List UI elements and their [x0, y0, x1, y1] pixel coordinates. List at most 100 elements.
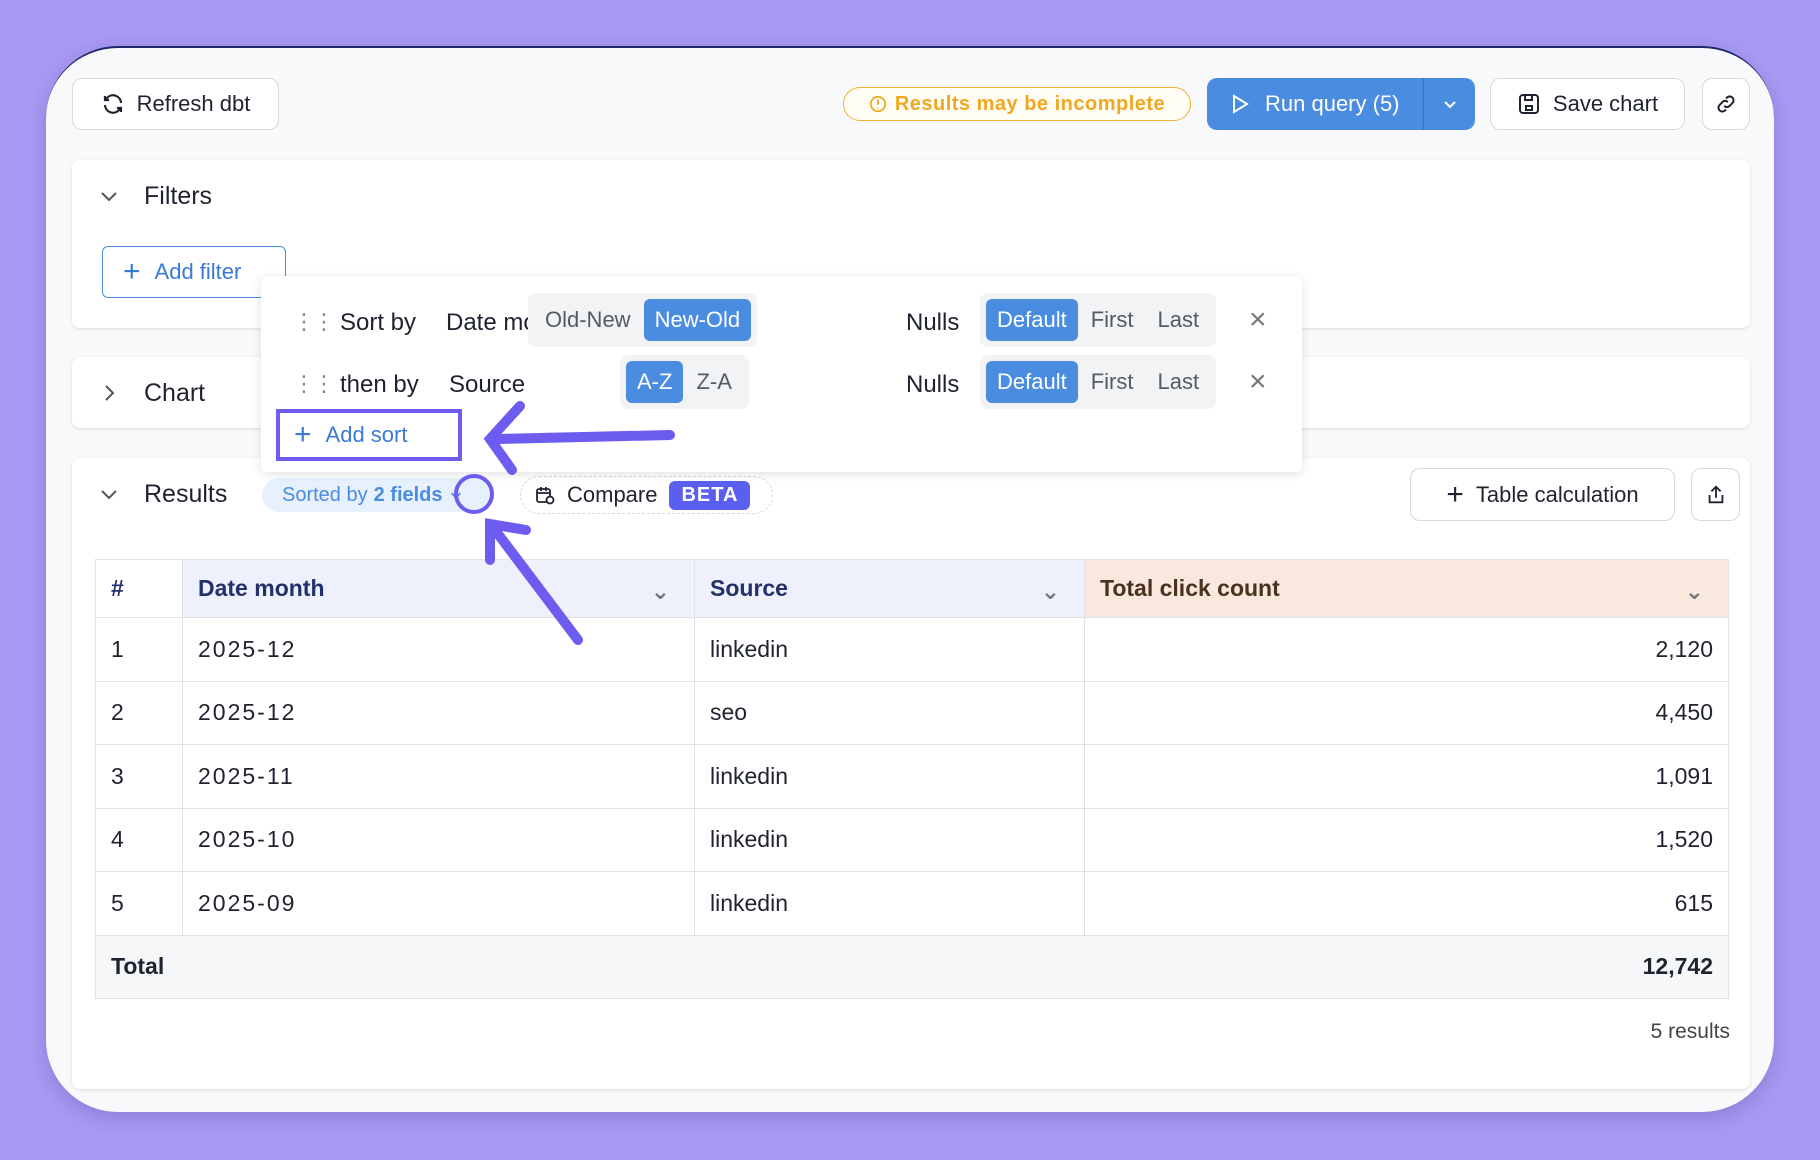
- table-cell: 4,450: [1084, 680, 1729, 745]
- refresh-label: Refresh dbt: [136, 91, 251, 116]
- table-cell: 2025-12: [182, 680, 695, 745]
- highlight-circle: [454, 474, 494, 514]
- column-header-total-click-count[interactable]: Total click count ⌄: [1084, 559, 1729, 618]
- table-row: 5 2025-09 linkedin 615: [95, 871, 1729, 936]
- nulls-option[interactable]: Last: [1157, 369, 1200, 394]
- plus-icon: +: [123, 255, 141, 288]
- chevron-down-icon[interactable]: [98, 483, 120, 505]
- add-sort-button[interactable]: + Add sort: [276, 409, 462, 461]
- alert-circle-icon: [869, 95, 886, 113]
- share-link-button[interactable]: [1702, 78, 1750, 130]
- sort-rule-row: ⋮⋮ then by Source A-Z Z-A Nulls Default Fir…: [261, 355, 1302, 415]
- nulls-option[interactable]: First: [1090, 307, 1134, 332]
- nulls-option[interactable]: First: [1090, 369, 1134, 394]
- table-cell: 2025-12: [182, 617, 695, 682]
- table-cell: 2,120: [1084, 617, 1729, 682]
- add-sort-label: Add sort: [325, 422, 408, 447]
- sort-prefix: Sort by: [340, 309, 417, 336]
- play-icon: [1233, 94, 1249, 114]
- nulls-toggle: Default First Last: [980, 293, 1217, 347]
- chevron-down-icon[interactable]: [98, 185, 120, 207]
- table-calculation-button[interactable]: + Table calculation: [1410, 468, 1675, 521]
- sorted-count: 2 fields: [373, 483, 443, 506]
- table-row: 2 2025-12 seo 4,450: [95, 680, 1729, 745]
- chevron-down-icon[interactable]: ⌄: [1684, 578, 1704, 604]
- sort-popover: ⋮⋮ Sort by Date month Old-New New-Old Null…: [261, 276, 1302, 472]
- save-chart-label: Save chart: [1552, 91, 1659, 116]
- table-cell: linkedin: [694, 807, 1085, 872]
- chevron-down-icon[interactable]: ⌄: [1040, 578, 1060, 604]
- results-incomplete-warning: Results may be incomplete: [843, 87, 1191, 121]
- column-label: Source: [710, 575, 788, 601]
- results-title: Results: [144, 480, 228, 508]
- total-value: 12,742: [1084, 934, 1729, 999]
- nulls-option[interactable]: Default: [986, 361, 1078, 403]
- drag-handle-icon[interactable]: ⋮⋮: [293, 371, 335, 396]
- add-filter-button[interactable]: + Add filter: [102, 246, 286, 298]
- run-query-button[interactable]: Run query (5): [1207, 78, 1423, 130]
- chevron-down-icon: [1443, 101, 1456, 109]
- table-cell: 1,520: [1084, 807, 1729, 872]
- sort-direction-option[interactable]: Old-New: [545, 307, 631, 332]
- sort-direction-option[interactable]: Z-A: [696, 369, 732, 394]
- plus-icon: +: [294, 418, 312, 451]
- close-icon[interactable]: ×: [1249, 365, 1267, 398]
- table-cell: seo: [694, 680, 1085, 745]
- sort-direction-option[interactable]: A-Z: [626, 361, 684, 403]
- run-query-dropdown[interactable]: [1423, 78, 1475, 130]
- results-table: # Date month ⌄ Source ⌄ Total click count ⌄…: [95, 559, 1729, 999]
- refresh-dbt-button[interactable]: Refresh dbt: [72, 78, 279, 130]
- column-header-date-month[interactable]: Date month ⌄: [182, 559, 695, 618]
- table-cell: 5: [95, 871, 183, 936]
- table-row: 3 2025-11 linkedin 1,091: [95, 744, 1729, 809]
- column-header-index: #: [95, 559, 183, 618]
- arrow-to-add-sort: [483, 401, 675, 475]
- run-query-group: Run query (5): [1207, 78, 1475, 130]
- column-label: Date month: [198, 575, 325, 601]
- export-button[interactable]: [1691, 468, 1740, 521]
- add-filter-label: Add filter: [154, 259, 242, 284]
- table-cell: linkedin: [694, 744, 1085, 809]
- sort-direction-toggle: A-Z Z-A: [620, 355, 749, 409]
- table-cell: 615: [1084, 871, 1729, 936]
- total-label: Total: [95, 934, 1085, 999]
- chart-title: Chart: [144, 379, 206, 407]
- drag-handle-icon[interactable]: ⋮⋮: [293, 309, 335, 334]
- chevron-right-icon[interactable]: [98, 382, 120, 404]
- sort-field: Source: [449, 371, 526, 398]
- chevron-down-icon[interactable]: ⌄: [650, 578, 670, 604]
- sort-rule-row: ⋮⋮ Sort by Date month Old-New New-Old Null…: [261, 293, 1302, 353]
- share-icon: [1708, 484, 1723, 503]
- filters-title: Filters: [144, 182, 213, 210]
- nulls-toggle: Default First Last: [980, 355, 1217, 409]
- nulls-label: Nulls: [906, 371, 960, 398]
- column-header-source[interactable]: Source ⌄: [694, 559, 1085, 618]
- results-count: 5 results: [1650, 1020, 1730, 1043]
- table-header-row: # Date month ⌄ Source ⌄ Total click count ⌄: [95, 559, 1729, 618]
- compare-button[interactable]: Compare BETA: [520, 476, 773, 514]
- compare-label: Compare: [567, 482, 658, 507]
- run-query-label: Run query (5): [1265, 91, 1400, 116]
- save-chart-button[interactable]: Save chart: [1490, 78, 1685, 130]
- calendar-icon: [536, 487, 555, 505]
- sorted-prefix: Sorted by: [282, 483, 368, 506]
- refresh-icon: [103, 94, 122, 114]
- arrow-to-sorted-pill: [485, 518, 583, 645]
- table-cell: 3: [95, 744, 183, 809]
- table-cell: 2025-11: [182, 744, 695, 809]
- table-cell: 2025-10: [182, 807, 695, 872]
- nulls-option[interactable]: Default: [986, 299, 1078, 341]
- table-cell: linkedin: [694, 871, 1085, 936]
- sorted-by-pill[interactable]: Sorted by 2 fields: [262, 478, 494, 512]
- close-icon[interactable]: ×: [1249, 303, 1267, 336]
- nulls-option[interactable]: Last: [1157, 307, 1200, 332]
- sort-direction-option[interactable]: New-Old: [643, 299, 752, 341]
- save-icon: [1518, 94, 1539, 114]
- table-cell: 2025-09: [182, 871, 695, 936]
- table-calculation-label: Table calculation: [1475, 481, 1639, 507]
- sort-prefix: then by: [340, 371, 419, 398]
- sort-direction-toggle: Old-New New-Old: [528, 293, 758, 347]
- table-row: 4 2025-10 linkedin 1,520: [95, 807, 1729, 872]
- column-label: Total click count: [1100, 575, 1280, 601]
